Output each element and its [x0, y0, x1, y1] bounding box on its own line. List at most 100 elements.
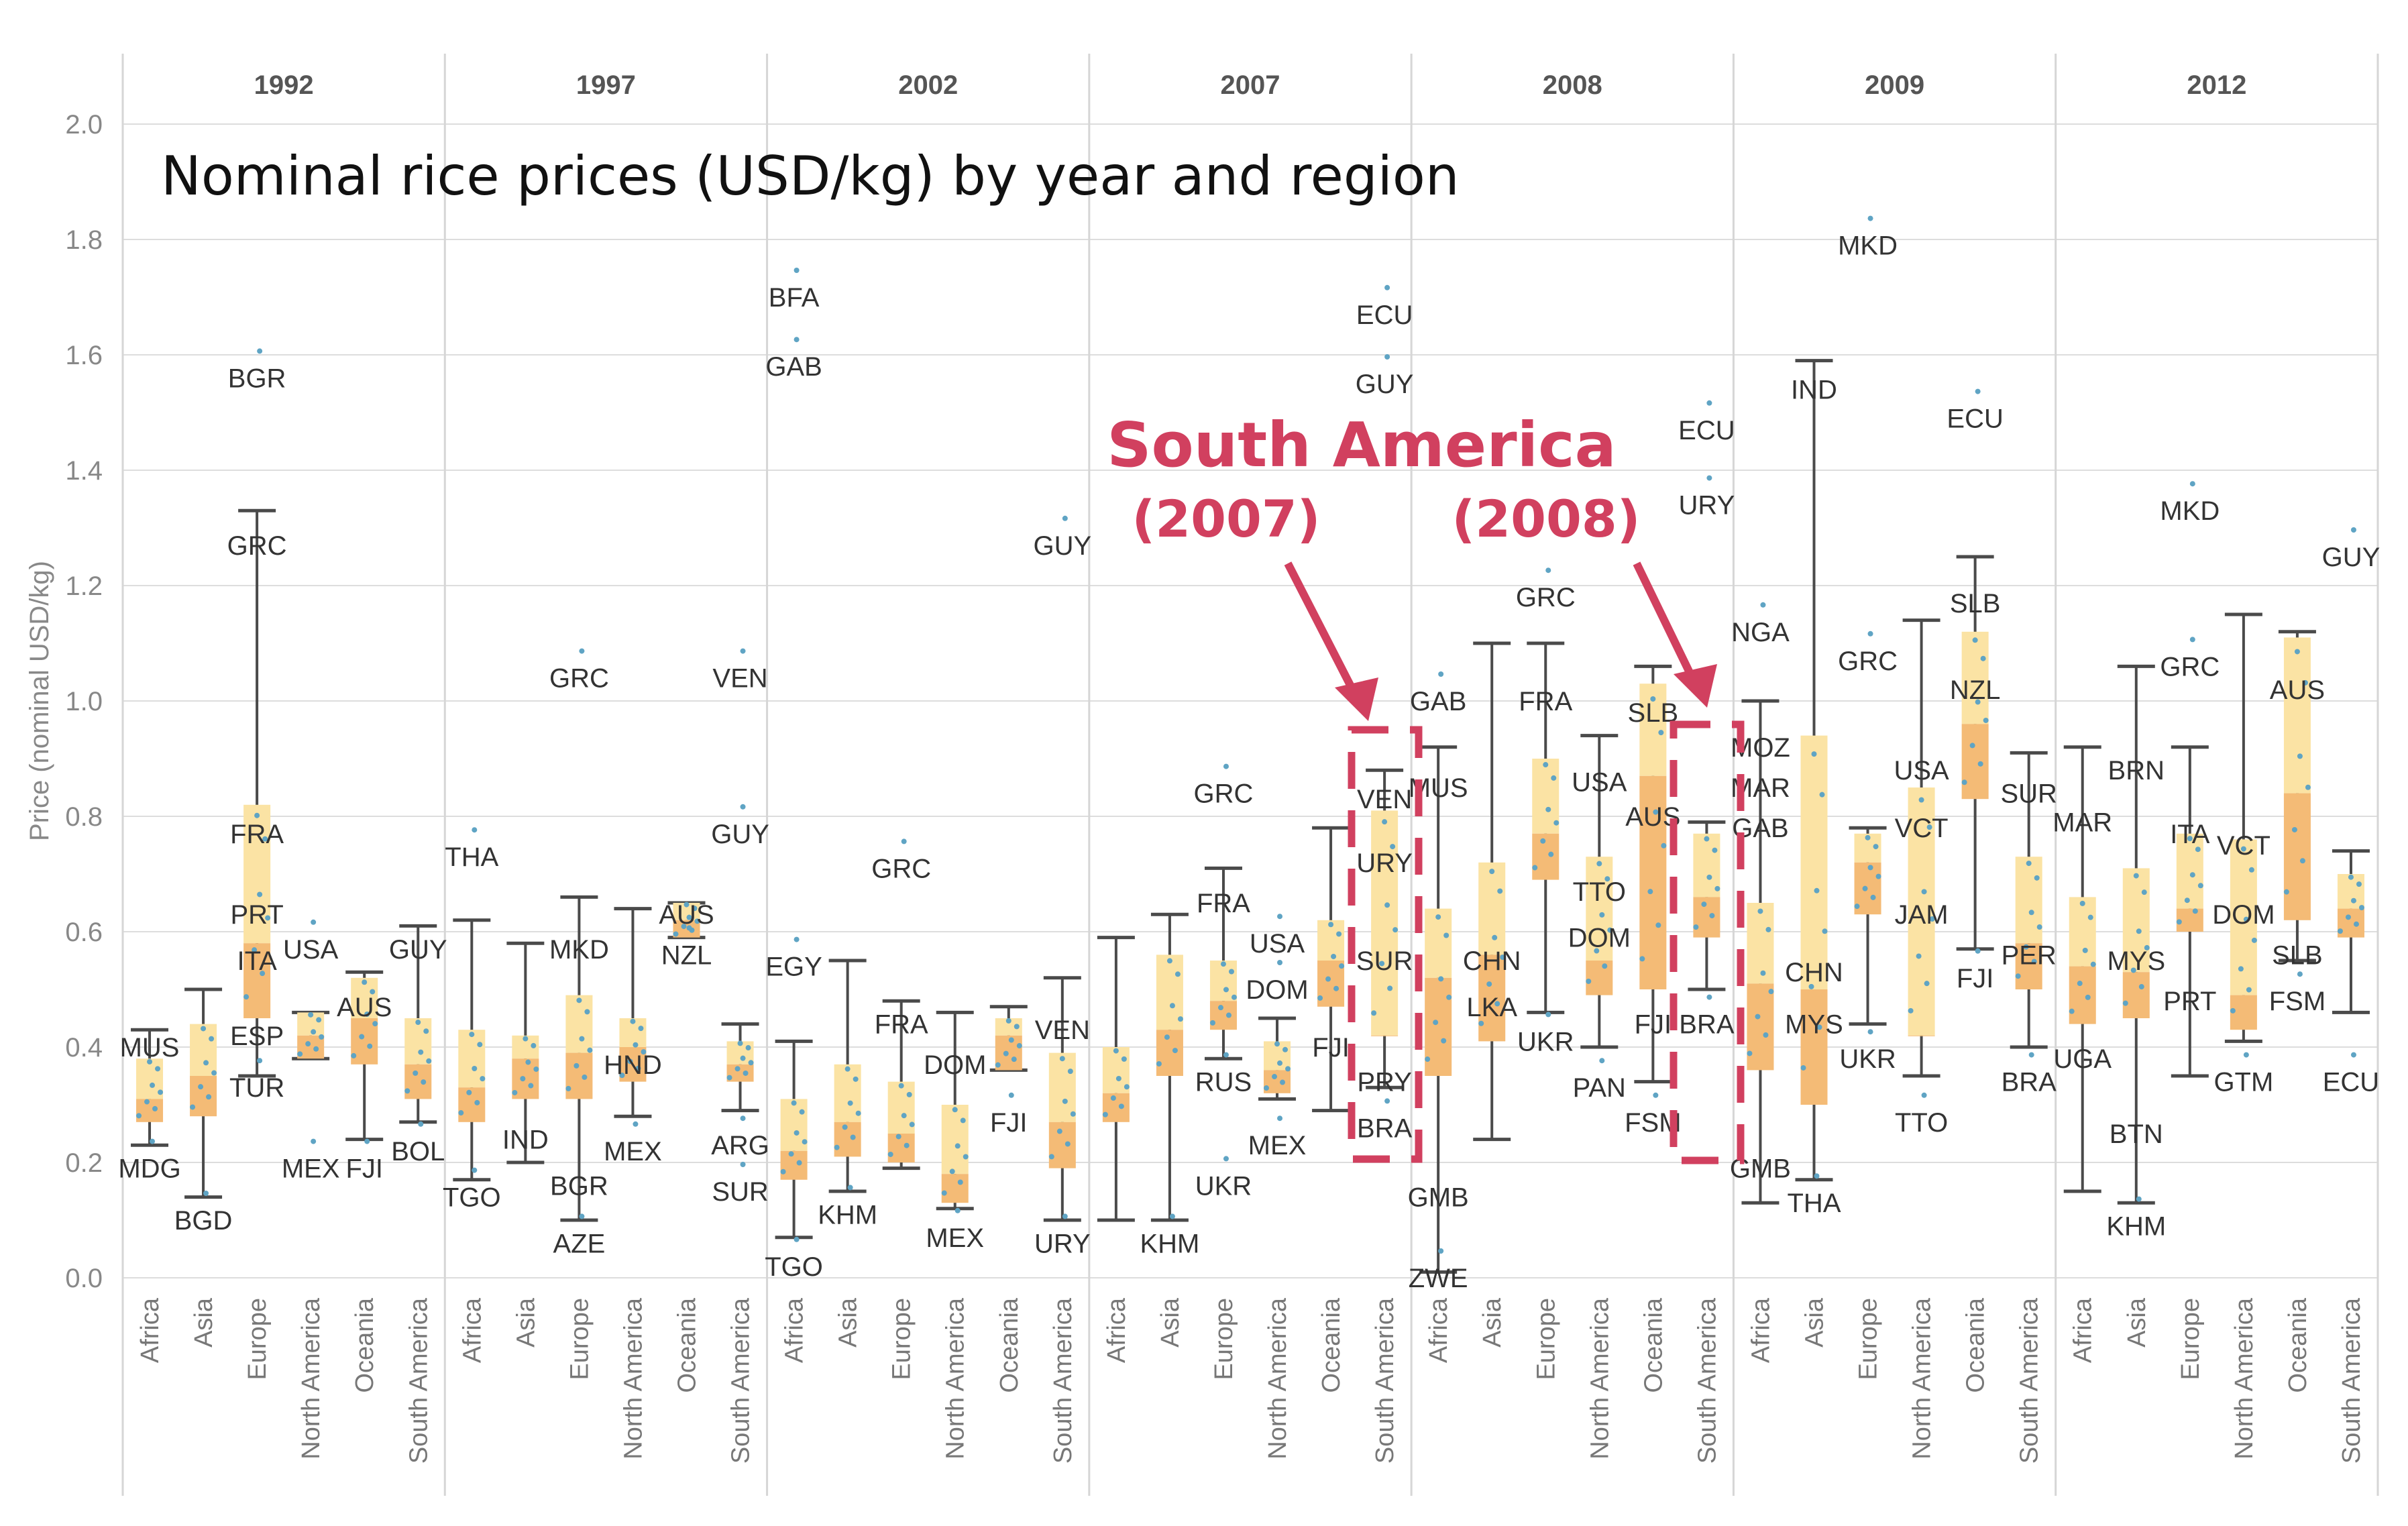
region-label: Africa — [1425, 1297, 1453, 1363]
data-point — [788, 1151, 794, 1157]
outlier-point — [2350, 527, 2356, 533]
country-label: IND — [1791, 376, 1837, 405]
country-label: UKR — [1517, 1027, 1574, 1056]
outlier-point — [1438, 1248, 1444, 1254]
box-upper-quartile — [1478, 862, 1506, 955]
data-point — [1972, 637, 1978, 643]
data-point — [1225, 1012, 1232, 1018]
data-point — [1661, 842, 1667, 849]
region-label: North America — [1586, 1297, 1614, 1460]
y-tick-label: 0.2 — [65, 1148, 103, 1178]
country-label: BGD — [174, 1206, 233, 1236]
region-label: Europe — [1210, 1298, 1238, 1380]
outlier-point — [1653, 1092, 1659, 1098]
data-point — [1435, 914, 1441, 920]
data-point — [2294, 649, 2300, 655]
data-point — [2026, 861, 2032, 867]
region-label: Europe — [1855, 1298, 1883, 1380]
data-point — [1231, 994, 1237, 1000]
data-point — [1551, 775, 1557, 781]
outlier-point — [1008, 1092, 1014, 1098]
region-label: Africa — [2069, 1297, 2097, 1363]
country-label: MEX — [926, 1223, 984, 1253]
region-label: Oceania — [673, 1297, 702, 1393]
data-point — [579, 1036, 585, 1042]
data-point — [1500, 955, 1506, 961]
country-label: LKA — [1466, 993, 1517, 1022]
data-point — [2077, 981, 2083, 987]
data-point — [2189, 872, 2195, 878]
y-tick-label: 1.8 — [65, 225, 103, 255]
data-point — [2184, 897, 2190, 904]
country-label: VEN — [1035, 1016, 1090, 1045]
y-tick-label: 0.0 — [65, 1264, 103, 1293]
data-point — [1277, 1060, 1283, 1066]
data-point — [1110, 1095, 1116, 1101]
box-lower-quartile — [1478, 955, 1506, 1042]
annotation-layer: South America (2007) (2008) — [1107, 409, 1745, 1164]
data-point — [954, 1143, 961, 1149]
box-upper-quartile — [2283, 637, 2311, 794]
country-label: BGR — [550, 1171, 608, 1201]
outlier-point — [579, 1213, 585, 1219]
outlier-point — [1814, 1173, 1820, 1179]
data-point — [2122, 1000, 2128, 1006]
data-point — [748, 1060, 754, 1066]
data-point — [737, 1040, 743, 1046]
data-point — [1854, 904, 1860, 910]
data-point — [480, 1076, 486, 1082]
data-point — [941, 1190, 947, 1196]
region-label: South America — [1693, 1297, 1721, 1464]
data-point — [2192, 908, 2198, 914]
data-point — [523, 1036, 529, 1042]
data-point — [1056, 1128, 1062, 1134]
outlier-point — [1384, 354, 1390, 360]
y-tick-label: 1.0 — [65, 687, 103, 716]
country-label: BFA — [769, 283, 820, 313]
country-label: ITA — [237, 946, 277, 976]
data-point — [1814, 887, 1820, 893]
y-tick-label: 1.2 — [65, 571, 103, 601]
data-point — [458, 1110, 464, 1116]
axis-layer: 0.0 0.2 0.4 0.6 0.8 1.0 1.2 1.4 1.6 1.8 2.0 1992 Afr… — [65, 70, 2366, 1464]
outlier-point — [150, 1138, 156, 1144]
data-point — [1819, 792, 1825, 798]
data-point — [2136, 928, 2142, 934]
data-point — [415, 1020, 421, 1026]
data-point — [1003, 1050, 1009, 1056]
data-point — [512, 1089, 518, 1095]
data-point — [1548, 851, 1554, 857]
country-label: ITA — [2170, 820, 2210, 849]
data-point — [2348, 874, 2354, 880]
data-point — [203, 1060, 209, 1066]
data-point — [1929, 916, 1935, 922]
outlier-point — [2350, 1052, 2356, 1058]
data-point — [1379, 961, 1385, 967]
data-point — [1217, 1005, 1223, 1011]
country-label: SUR — [2000, 779, 2057, 809]
outlier-point — [740, 804, 746, 810]
country-label: TGO — [765, 1252, 823, 1282]
data-point — [136, 1113, 142, 1119]
data-point — [1446, 994, 1452, 1000]
box-upper-quartile — [190, 1024, 217, 1076]
region-label: Europe — [565, 1298, 594, 1380]
data-point — [150, 1082, 156, 1088]
data-point — [1064, 1141, 1071, 1147]
data-point — [311, 1029, 317, 1035]
data-point — [582, 1074, 588, 1080]
region-label: Africa — [136, 1297, 164, 1363]
data-point — [1425, 1056, 1431, 1062]
country-label: AZE — [553, 1229, 606, 1258]
outlier-point — [2189, 637, 2195, 643]
data-point — [1220, 961, 1226, 967]
box-lower-quartile — [1693, 897, 1720, 938]
outlier-point — [1223, 1052, 1229, 1058]
country-label: BRN — [2108, 756, 2165, 785]
box-upper-quartile — [2176, 833, 2203, 909]
data-point — [520, 1076, 526, 1082]
region-label: North America — [1908, 1297, 1936, 1460]
data-point — [1816, 1024, 1822, 1030]
data-point — [525, 1059, 531, 1065]
box-upper-quartile — [1747, 903, 1774, 984]
